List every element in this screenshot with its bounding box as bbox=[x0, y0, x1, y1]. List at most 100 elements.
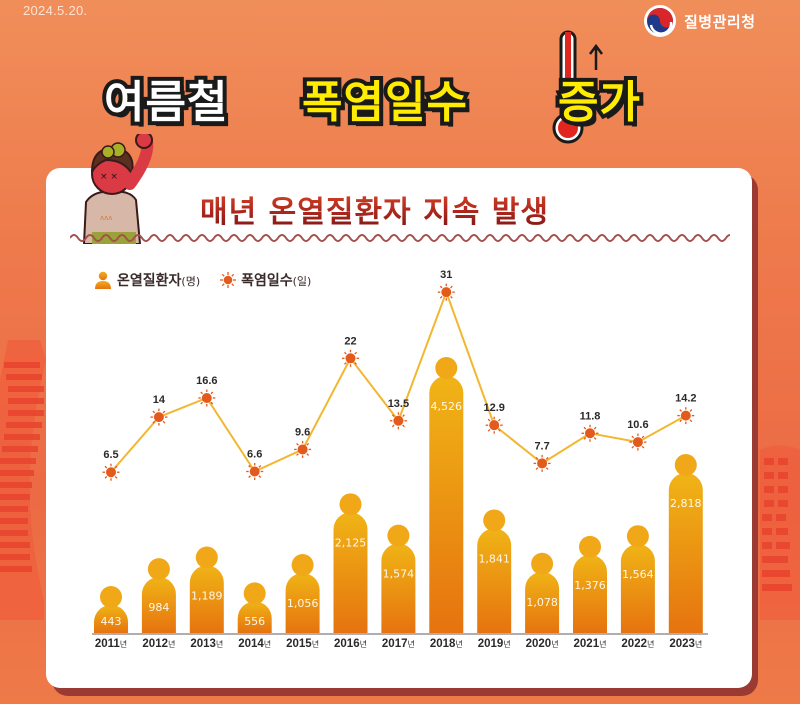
x-axis-label: 2018년 bbox=[429, 638, 463, 650]
line-value-label: 10.6 bbox=[627, 419, 648, 431]
bar-head bbox=[626, 525, 649, 548]
svg-text:× ×: × × bbox=[100, 172, 118, 182]
sun-marker-icon bbox=[389, 412, 407, 430]
x-axis-label: 2020년 bbox=[525, 638, 559, 650]
bar-body bbox=[381, 543, 416, 633]
bar-body bbox=[525, 571, 560, 633]
bar-value-label: 1,189 bbox=[191, 589, 223, 602]
bar-head bbox=[387, 524, 410, 547]
line-value-label: 14 bbox=[153, 394, 166, 406]
bar-value-label: 4,526 bbox=[431, 400, 463, 413]
bar-head bbox=[339, 493, 362, 516]
bar-series-patients: 443 984 1,189 556 1,056 2,125 1,574 4,526 1,841 1… bbox=[94, 357, 703, 633]
line-series-heatwave-days: 6.5 14 16.6 6.6 9.6 22 13.5 31 12.9 7.7 11.8 10.6 14… bbox=[102, 269, 697, 481]
person-icon bbox=[95, 271, 111, 289]
bar-head bbox=[195, 546, 218, 569]
bar-body bbox=[573, 554, 607, 633]
overheated-girl-illustration: × × ʌʌʌ bbox=[82, 134, 154, 244]
x-axis-label: 2021년 bbox=[573, 638, 607, 650]
legend-item-patients: 온열질환자(명) bbox=[94, 270, 200, 290]
x-axis-label: 2017년 bbox=[381, 638, 415, 650]
bar-value-label: 1,078 bbox=[526, 596, 558, 609]
line-value-label: 6.5 bbox=[103, 449, 118, 461]
line-value-label: 12.9 bbox=[483, 402, 504, 414]
sun-marker-icon bbox=[102, 463, 120, 481]
line-value-label: 6.6 bbox=[247, 448, 262, 460]
building-right-decoration bbox=[760, 445, 800, 620]
building-left-decoration bbox=[0, 340, 46, 620]
sun-marker-icon bbox=[246, 462, 264, 480]
bar-body bbox=[620, 544, 655, 633]
svg-text:ʌʌʌ: ʌʌʌ bbox=[100, 214, 112, 222]
bar-value-label: 2,125 bbox=[335, 536, 367, 549]
bar-value-label: 1,574 bbox=[383, 568, 415, 581]
x-axis-label: 2015년 bbox=[286, 638, 320, 650]
bar-head bbox=[435, 357, 458, 379]
sun-marker-icon bbox=[437, 283, 455, 301]
legend-item-heatwave: 폭염일수(일) bbox=[220, 270, 311, 290]
sun-marker-icon bbox=[581, 424, 599, 442]
bar-value-label: 556 bbox=[244, 615, 265, 628]
bar-body bbox=[668, 472, 703, 633]
bar-head bbox=[483, 509, 506, 532]
line-value-label: 31 bbox=[440, 269, 452, 281]
sun-marker-icon bbox=[485, 416, 503, 434]
bar-body bbox=[477, 528, 512, 633]
line-value-label: 13.5 bbox=[388, 398, 409, 410]
sun-marker-icon bbox=[198, 389, 216, 407]
sun-marker-icon bbox=[294, 440, 312, 458]
x-axis-label: 2023년 bbox=[669, 638, 703, 650]
legend-label-patients: 온열질환자(명) bbox=[117, 273, 201, 289]
taegeuk-emblem-icon bbox=[644, 5, 676, 37]
bar-head bbox=[674, 453, 697, 476]
line-value-label: 7.7 bbox=[534, 440, 549, 452]
card-subtitle: 매년 온열질환자 지속 발생 bbox=[200, 187, 549, 231]
main-title: 여름철 폭염일수 증가 bbox=[96, 30, 716, 148]
bar-value-label: 1,056 bbox=[287, 597, 319, 610]
bar-body bbox=[141, 577, 176, 633]
sun-icon bbox=[220, 272, 237, 288]
bar-value-label: 1,376 bbox=[574, 579, 606, 592]
bar-value-label: 1,841 bbox=[478, 552, 510, 565]
sun-marker-icon bbox=[533, 454, 551, 472]
sun-marker-icon bbox=[150, 408, 168, 426]
title-increase: 증가 bbox=[554, 73, 644, 132]
bar-body bbox=[237, 601, 272, 633]
x-axis-label: 2011년 bbox=[94, 638, 128, 650]
header-date: 2024.5.20. bbox=[23, 3, 88, 18]
bar-head bbox=[531, 552, 554, 575]
bar-value-label: 1,564 bbox=[622, 568, 654, 581]
bar-head bbox=[579, 535, 601, 558]
x-axis-label: 2012년 bbox=[142, 638, 176, 650]
sun-marker-icon bbox=[629, 433, 647, 451]
bar-value-label: 984 bbox=[148, 601, 169, 614]
sun-marker-icon bbox=[677, 407, 695, 425]
x-axis-label: 2019년 bbox=[477, 638, 511, 650]
line-value-label: 16.6 bbox=[196, 375, 217, 387]
line-value-label: 22 bbox=[344, 335, 356, 347]
x-axis-label: 2022년 bbox=[621, 638, 655, 650]
bar-value-label: 2,818 bbox=[670, 497, 702, 510]
chart-legend: 온열질환자(명) 폭염일수(일) bbox=[94, 270, 311, 290]
line-value-label: 9.6 bbox=[295, 426, 310, 438]
thermometer-icon bbox=[552, 30, 603, 144]
bar-body bbox=[94, 605, 128, 633]
bar-head bbox=[100, 586, 122, 608]
legend-label-heatwave: 폭염일수(일) bbox=[241, 273, 312, 289]
x-axis-label: 2014년 bbox=[238, 638, 272, 650]
bar-body bbox=[333, 512, 368, 633]
line-value-label: 11.8 bbox=[580, 410, 601, 422]
bar-head bbox=[147, 558, 170, 581]
agency-logo: 질병관리청 bbox=[644, 5, 756, 37]
title-heatwave-days: 폭염일수 bbox=[298, 73, 471, 132]
bar-head bbox=[291, 554, 314, 577]
bar-body bbox=[285, 573, 320, 633]
bar-body bbox=[429, 376, 464, 633]
bar-head bbox=[243, 582, 266, 605]
x-axis-label: 2013년 bbox=[190, 638, 224, 650]
sun-marker-icon bbox=[342, 349, 359, 367]
line-value-label: 14.2 bbox=[675, 393, 696, 405]
agency-name: 질병관리청 bbox=[684, 12, 756, 31]
bar-value-label: 443 bbox=[101, 615, 122, 628]
